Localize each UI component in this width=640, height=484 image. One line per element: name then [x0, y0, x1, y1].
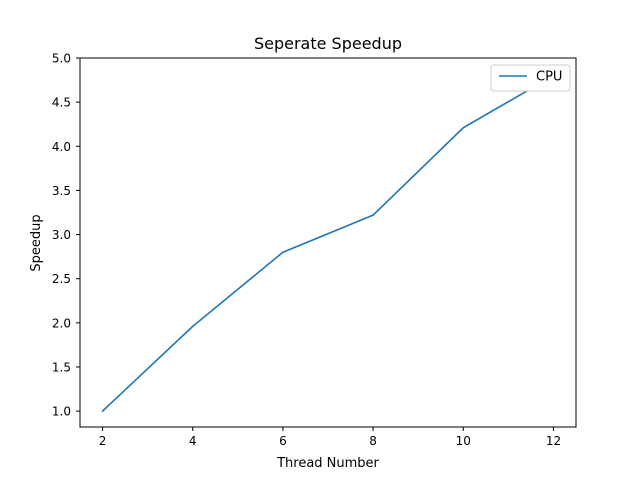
x-tick-label: 12 [546, 434, 561, 448]
legend-label-cpu: CPU [536, 70, 562, 85]
y-tick-label: 4.0 [52, 140, 71, 154]
y-tick-label: 5.0 [52, 52, 71, 66]
x-axis-ticks: 2 4 6 8 10 12 [99, 427, 561, 448]
y-tick-label: 4.5 [52, 96, 71, 110]
y-tick-label: 2.0 [52, 316, 71, 330]
data-point [372, 214, 374, 216]
y-tick-label: 3.5 [52, 184, 71, 198]
y-axis-label: Speedup [29, 214, 44, 271]
y-tick-label: 1.5 [52, 360, 71, 374]
x-tick-label: 4 [189, 434, 197, 448]
x-axis-label: Thread Number [276, 456, 379, 471]
x-tick-label: 6 [279, 434, 287, 448]
series-layer [101, 74, 555, 412]
y-axis-ticks: 1.0 1.5 2.0 2.5 3.0 3.5 4.0 4.5 5.0 [52, 52, 80, 419]
legend: CPU [490, 64, 571, 92]
x-tick-label: 2 [99, 434, 107, 448]
y-tick-label: 1.0 [52, 405, 71, 419]
chart-title: Seperate Speedup [254, 34, 402, 53]
x-tick-label: 10 [456, 434, 471, 448]
data-point [191, 325, 194, 328]
y-tick-label: 3.0 [52, 228, 71, 242]
legend-box [490, 64, 571, 92]
series-line-cpu [102, 74, 554, 412]
x-tick-label: 8 [369, 434, 377, 448]
y-tick-label: 2.5 [52, 272, 71, 286]
data-point [462, 126, 465, 129]
plot-area-frame [79, 57, 577, 428]
data-point [101, 410, 104, 412]
data-point [282, 251, 284, 254]
